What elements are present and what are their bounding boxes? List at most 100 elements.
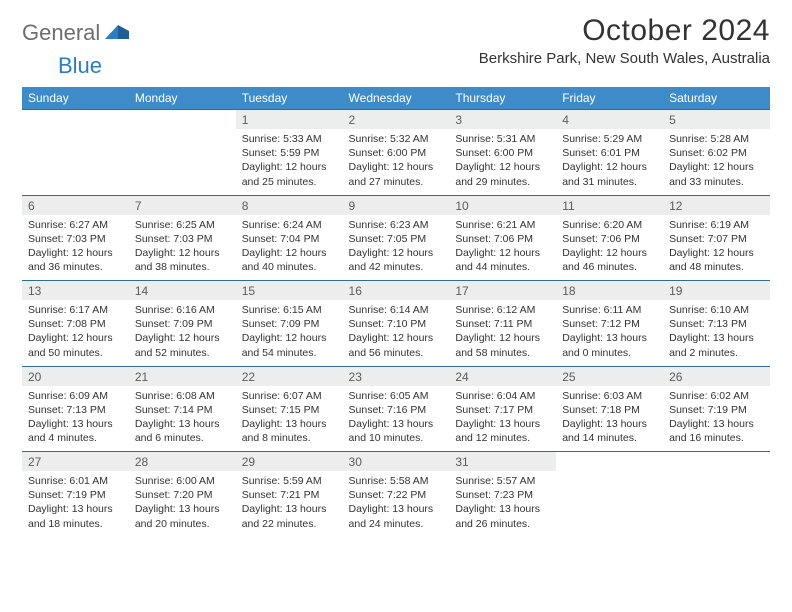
day-cell: Sunrise: 6:15 AMSunset: 7:09 PMDaylight:… (236, 300, 343, 366)
location-subtitle: Berkshire Park, New South Wales, Austral… (479, 50, 770, 67)
sunrise-line: Sunrise: 5:59 AM (242, 474, 337, 488)
sunrise-line: Sunrise: 6:25 AM (135, 218, 230, 232)
sunrise-line: Sunrise: 5:58 AM (349, 474, 444, 488)
day-number-cell: 21 (129, 366, 236, 386)
day-number-cell: 13 (22, 281, 129, 301)
day-cell (556, 471, 663, 537)
day-cell: Sunrise: 6:00 AMSunset: 7:20 PMDaylight:… (129, 471, 236, 537)
sunrise-line: Sunrise: 6:14 AM (349, 303, 444, 317)
day-number-cell: 19 (663, 281, 770, 301)
sunset-line: Sunset: 7:05 PM (349, 232, 444, 246)
day-cell: Sunrise: 6:03 AMSunset: 7:18 PMDaylight:… (556, 386, 663, 452)
day-cell: Sunrise: 5:57 AMSunset: 7:23 PMDaylight:… (449, 471, 556, 537)
day-number-cell: 4 (556, 110, 663, 130)
sunrise-line: Sunrise: 6:21 AM (455, 218, 550, 232)
weekday-header: Thursday (449, 87, 556, 110)
sunset-line: Sunset: 7:12 PM (562, 317, 657, 331)
daylight-line: Daylight: 12 hours and 29 minutes. (455, 160, 550, 188)
sunset-line: Sunset: 7:19 PM (669, 403, 764, 417)
day-number-cell (556, 452, 663, 472)
day-number-cell: 11 (556, 195, 663, 215)
sunrise-line: Sunrise: 6:01 AM (28, 474, 123, 488)
daylight-line: Daylight: 13 hours and 16 minutes. (669, 417, 764, 445)
sunset-line: Sunset: 7:19 PM (28, 488, 123, 502)
day-body-row: Sunrise: 5:33 AMSunset: 5:59 PMDaylight:… (22, 129, 770, 195)
daylight-line: Daylight: 13 hours and 18 minutes. (28, 502, 123, 530)
day-number-cell: 20 (22, 366, 129, 386)
day-number-cell: 6 (22, 195, 129, 215)
day-cell: Sunrise: 6:27 AMSunset: 7:03 PMDaylight:… (22, 215, 129, 281)
day-cell: Sunrise: 5:33 AMSunset: 5:59 PMDaylight:… (236, 129, 343, 195)
sunrise-line: Sunrise: 6:10 AM (669, 303, 764, 317)
daylight-line: Daylight: 12 hours and 52 minutes. (135, 331, 230, 359)
sunset-line: Sunset: 6:00 PM (455, 146, 550, 160)
day-cell: Sunrise: 6:09 AMSunset: 7:13 PMDaylight:… (22, 386, 129, 452)
day-cell: Sunrise: 6:05 AMSunset: 7:16 PMDaylight:… (343, 386, 450, 452)
day-number-cell: 27 (22, 452, 129, 472)
day-cell (22, 129, 129, 195)
sunset-line: Sunset: 6:02 PM (669, 146, 764, 160)
daylight-line: Daylight: 13 hours and 6 minutes. (135, 417, 230, 445)
day-number-cell: 8 (236, 195, 343, 215)
day-number-cell: 26 (663, 366, 770, 386)
day-cell: Sunrise: 6:07 AMSunset: 7:15 PMDaylight:… (236, 386, 343, 452)
day-number-cell: 17 (449, 281, 556, 301)
day-number-cell: 1 (236, 110, 343, 130)
sunset-line: Sunset: 7:07 PM (669, 232, 764, 246)
daylight-line: Daylight: 12 hours and 27 minutes. (349, 160, 444, 188)
day-cell: Sunrise: 6:08 AMSunset: 7:14 PMDaylight:… (129, 386, 236, 452)
weekday-header-row: Sunday Monday Tuesday Wednesday Thursday… (22, 87, 770, 110)
sunrise-line: Sunrise: 5:29 AM (562, 132, 657, 146)
sunset-line: Sunset: 5:59 PM (242, 146, 337, 160)
daylight-line: Daylight: 12 hours and 42 minutes. (349, 246, 444, 274)
day-number-cell: 9 (343, 195, 450, 215)
sunrise-line: Sunrise: 5:28 AM (669, 132, 764, 146)
sunset-line: Sunset: 6:01 PM (562, 146, 657, 160)
sunrise-line: Sunrise: 6:11 AM (562, 303, 657, 317)
sunrise-line: Sunrise: 6:05 AM (349, 389, 444, 403)
day-cell: Sunrise: 6:02 AMSunset: 7:19 PMDaylight:… (663, 386, 770, 452)
sunset-line: Sunset: 6:00 PM (349, 146, 444, 160)
day-cell (129, 129, 236, 195)
sunrise-line: Sunrise: 6:03 AM (562, 389, 657, 403)
day-number-cell (129, 110, 236, 130)
day-number-cell: 14 (129, 281, 236, 301)
day-body-row: Sunrise: 6:27 AMSunset: 7:03 PMDaylight:… (22, 215, 770, 281)
daylight-line: Daylight: 13 hours and 14 minutes. (562, 417, 657, 445)
day-number-cell: 23 (343, 366, 450, 386)
brand-text-blue: Blue (58, 53, 102, 79)
day-number-cell: 28 (129, 452, 236, 472)
sunrise-line: Sunrise: 6:23 AM (349, 218, 444, 232)
day-cell: Sunrise: 6:12 AMSunset: 7:11 PMDaylight:… (449, 300, 556, 366)
day-body-row: Sunrise: 6:17 AMSunset: 7:08 PMDaylight:… (22, 300, 770, 366)
daylight-line: Daylight: 12 hours and 48 minutes. (669, 246, 764, 274)
sunrise-line: Sunrise: 6:09 AM (28, 389, 123, 403)
sunset-line: Sunset: 7:14 PM (135, 403, 230, 417)
day-cell: Sunrise: 6:10 AMSunset: 7:13 PMDaylight:… (663, 300, 770, 366)
day-number-row: 20212223242526 (22, 366, 770, 386)
daylight-line: Daylight: 12 hours and 38 minutes. (135, 246, 230, 274)
weekday-header: Tuesday (236, 87, 343, 110)
sunset-line: Sunset: 7:06 PM (562, 232, 657, 246)
sunset-line: Sunset: 7:06 PM (455, 232, 550, 246)
day-number-cell: 24 (449, 366, 556, 386)
daylight-line: Daylight: 12 hours and 44 minutes. (455, 246, 550, 274)
sunset-line: Sunset: 7:03 PM (28, 232, 123, 246)
sunrise-line: Sunrise: 6:04 AM (455, 389, 550, 403)
day-body-row: Sunrise: 6:01 AMSunset: 7:19 PMDaylight:… (22, 471, 770, 537)
day-cell: Sunrise: 6:11 AMSunset: 7:12 PMDaylight:… (556, 300, 663, 366)
sunrise-line: Sunrise: 6:20 AM (562, 218, 657, 232)
day-number-cell: 7 (129, 195, 236, 215)
sunset-line: Sunset: 7:09 PM (135, 317, 230, 331)
daylight-line: Daylight: 13 hours and 8 minutes. (242, 417, 337, 445)
sunrise-line: Sunrise: 6:08 AM (135, 389, 230, 403)
sunset-line: Sunset: 7:09 PM (242, 317, 337, 331)
day-number-row: 13141516171819 (22, 281, 770, 301)
day-number-cell: 31 (449, 452, 556, 472)
daylight-line: Daylight: 12 hours and 33 minutes. (669, 160, 764, 188)
daylight-line: Daylight: 12 hours and 54 minutes. (242, 331, 337, 359)
day-number-cell: 29 (236, 452, 343, 472)
daylight-line: Daylight: 13 hours and 12 minutes. (455, 417, 550, 445)
sunrise-line: Sunrise: 6:16 AM (135, 303, 230, 317)
day-number-row: 12345 (22, 110, 770, 130)
